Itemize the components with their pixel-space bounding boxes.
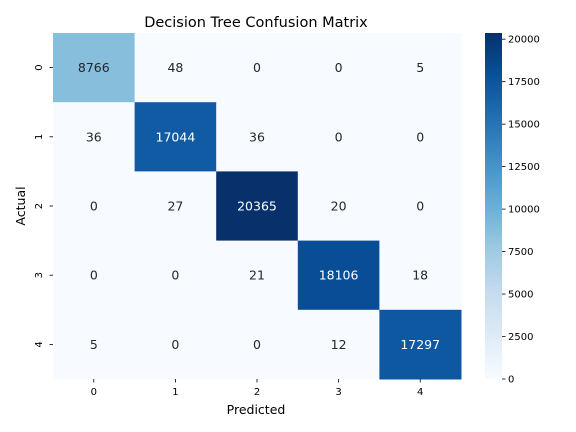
y-axis-ticks: 0 1 2 3 4 xyxy=(34,64,53,348)
cell-value: 0 xyxy=(416,129,424,144)
heatmap-cell xyxy=(53,102,136,172)
cell-value: 0 xyxy=(90,268,98,283)
heatmap-cell xyxy=(297,102,380,172)
x-tick-label: 4 xyxy=(417,387,423,398)
x-axis-label: Predicted xyxy=(227,402,286,417)
cell-value: 0 xyxy=(171,268,179,283)
heatmap-cell xyxy=(379,102,462,172)
colorbar-tick-label: 12500 xyxy=(508,162,540,173)
heatmap-cell xyxy=(216,240,299,311)
colorbar-tick-label: 2500 xyxy=(508,332,533,343)
cell-value: 5 xyxy=(416,60,424,75)
y-axis-label: Actual xyxy=(13,186,28,225)
y-tick-label: 1 xyxy=(34,134,45,140)
colorbar-tick-label: 20000 xyxy=(508,35,540,46)
cell-value: 0 xyxy=(253,60,261,75)
heatmap-cell xyxy=(297,240,380,311)
colorbar-gradient xyxy=(485,33,502,379)
colorbar-ticks: 0 2500 5000 7500 10000 12500 15000 17500 20000 xyxy=(502,35,540,386)
heatmap-cell xyxy=(134,240,217,311)
heatmap-cells xyxy=(53,33,462,380)
heatmap-cell xyxy=(134,33,217,103)
cell-value-labels: 8766 48 0 0 5 36 17044 36 0 0 0 27 20365 20 0 0 0 21 18106… xyxy=(78,60,440,352)
cell-value: 36 xyxy=(86,129,102,144)
chart-title: Decision Tree Confusion Matrix xyxy=(144,15,368,31)
cell-value: 0 xyxy=(416,199,424,214)
colorbar-tick-label: 15000 xyxy=(508,120,540,131)
heatmap-cell xyxy=(53,171,136,242)
heatmap-cell xyxy=(53,33,136,103)
heatmap-cell xyxy=(216,102,299,172)
cell-value: 0 xyxy=(253,337,261,352)
heatmap-cell xyxy=(134,102,217,172)
heatmap-cell xyxy=(134,171,217,242)
cell-value: 36 xyxy=(249,129,265,144)
heatmap-cell xyxy=(379,171,462,242)
x-tick-label: 2 xyxy=(254,387,260,398)
x-axis-ticks: 0 1 2 3 4 xyxy=(91,379,423,398)
cell-value: 18 xyxy=(412,268,428,283)
x-tick-label: 0 xyxy=(91,387,97,398)
heatmap-cell xyxy=(379,240,462,311)
heatmap-cell xyxy=(53,240,136,311)
cell-value: 0 xyxy=(90,199,98,214)
y-tick-label: 0 xyxy=(34,64,45,70)
cell-value: 0 xyxy=(171,337,179,352)
colorbar-tick-label: 17500 xyxy=(508,77,540,88)
heatmap-cell xyxy=(297,309,380,380)
colorbar-tick-label: 10000 xyxy=(508,205,540,216)
cell-value: 48 xyxy=(167,60,183,75)
heatmap-cell xyxy=(216,171,299,242)
colorbar-tick-label: 5000 xyxy=(508,290,533,301)
cell-value: 12 xyxy=(331,337,347,352)
cell-value: 20 xyxy=(331,199,347,214)
cell-value: 0 xyxy=(335,129,343,144)
x-tick-label: 3 xyxy=(335,387,341,398)
y-tick-label: 3 xyxy=(34,272,45,278)
heatmap-cell xyxy=(216,33,299,103)
cell-value: 17044 xyxy=(156,129,196,144)
colorbar-tick-label: 0 xyxy=(508,375,514,386)
colorbar: 0 2500 5000 7500 10000 12500 15000 17500 20000 xyxy=(485,33,540,386)
cell-value: 21 xyxy=(249,268,265,283)
y-tick-label: 2 xyxy=(34,203,45,209)
heatmap-cell xyxy=(379,33,462,103)
heatmap-cell xyxy=(297,171,380,242)
cell-value: 8766 xyxy=(78,60,110,75)
y-tick-label: 4 xyxy=(34,341,45,347)
heatmap-cell xyxy=(134,309,217,380)
cell-value: 0 xyxy=(335,60,343,75)
cell-value: 20365 xyxy=(237,199,277,214)
cell-value: 18106 xyxy=(319,268,359,283)
heatmap-cell xyxy=(53,309,136,380)
heatmap-cell xyxy=(379,309,462,380)
cell-value: 17297 xyxy=(400,337,440,352)
cell-value: 27 xyxy=(167,199,183,214)
heatmap-cell xyxy=(216,309,299,380)
x-tick-label: 1 xyxy=(172,387,178,398)
heatmap-cell xyxy=(297,33,380,103)
colorbar-tick-label: 7500 xyxy=(508,247,533,258)
cell-value: 5 xyxy=(90,337,98,352)
